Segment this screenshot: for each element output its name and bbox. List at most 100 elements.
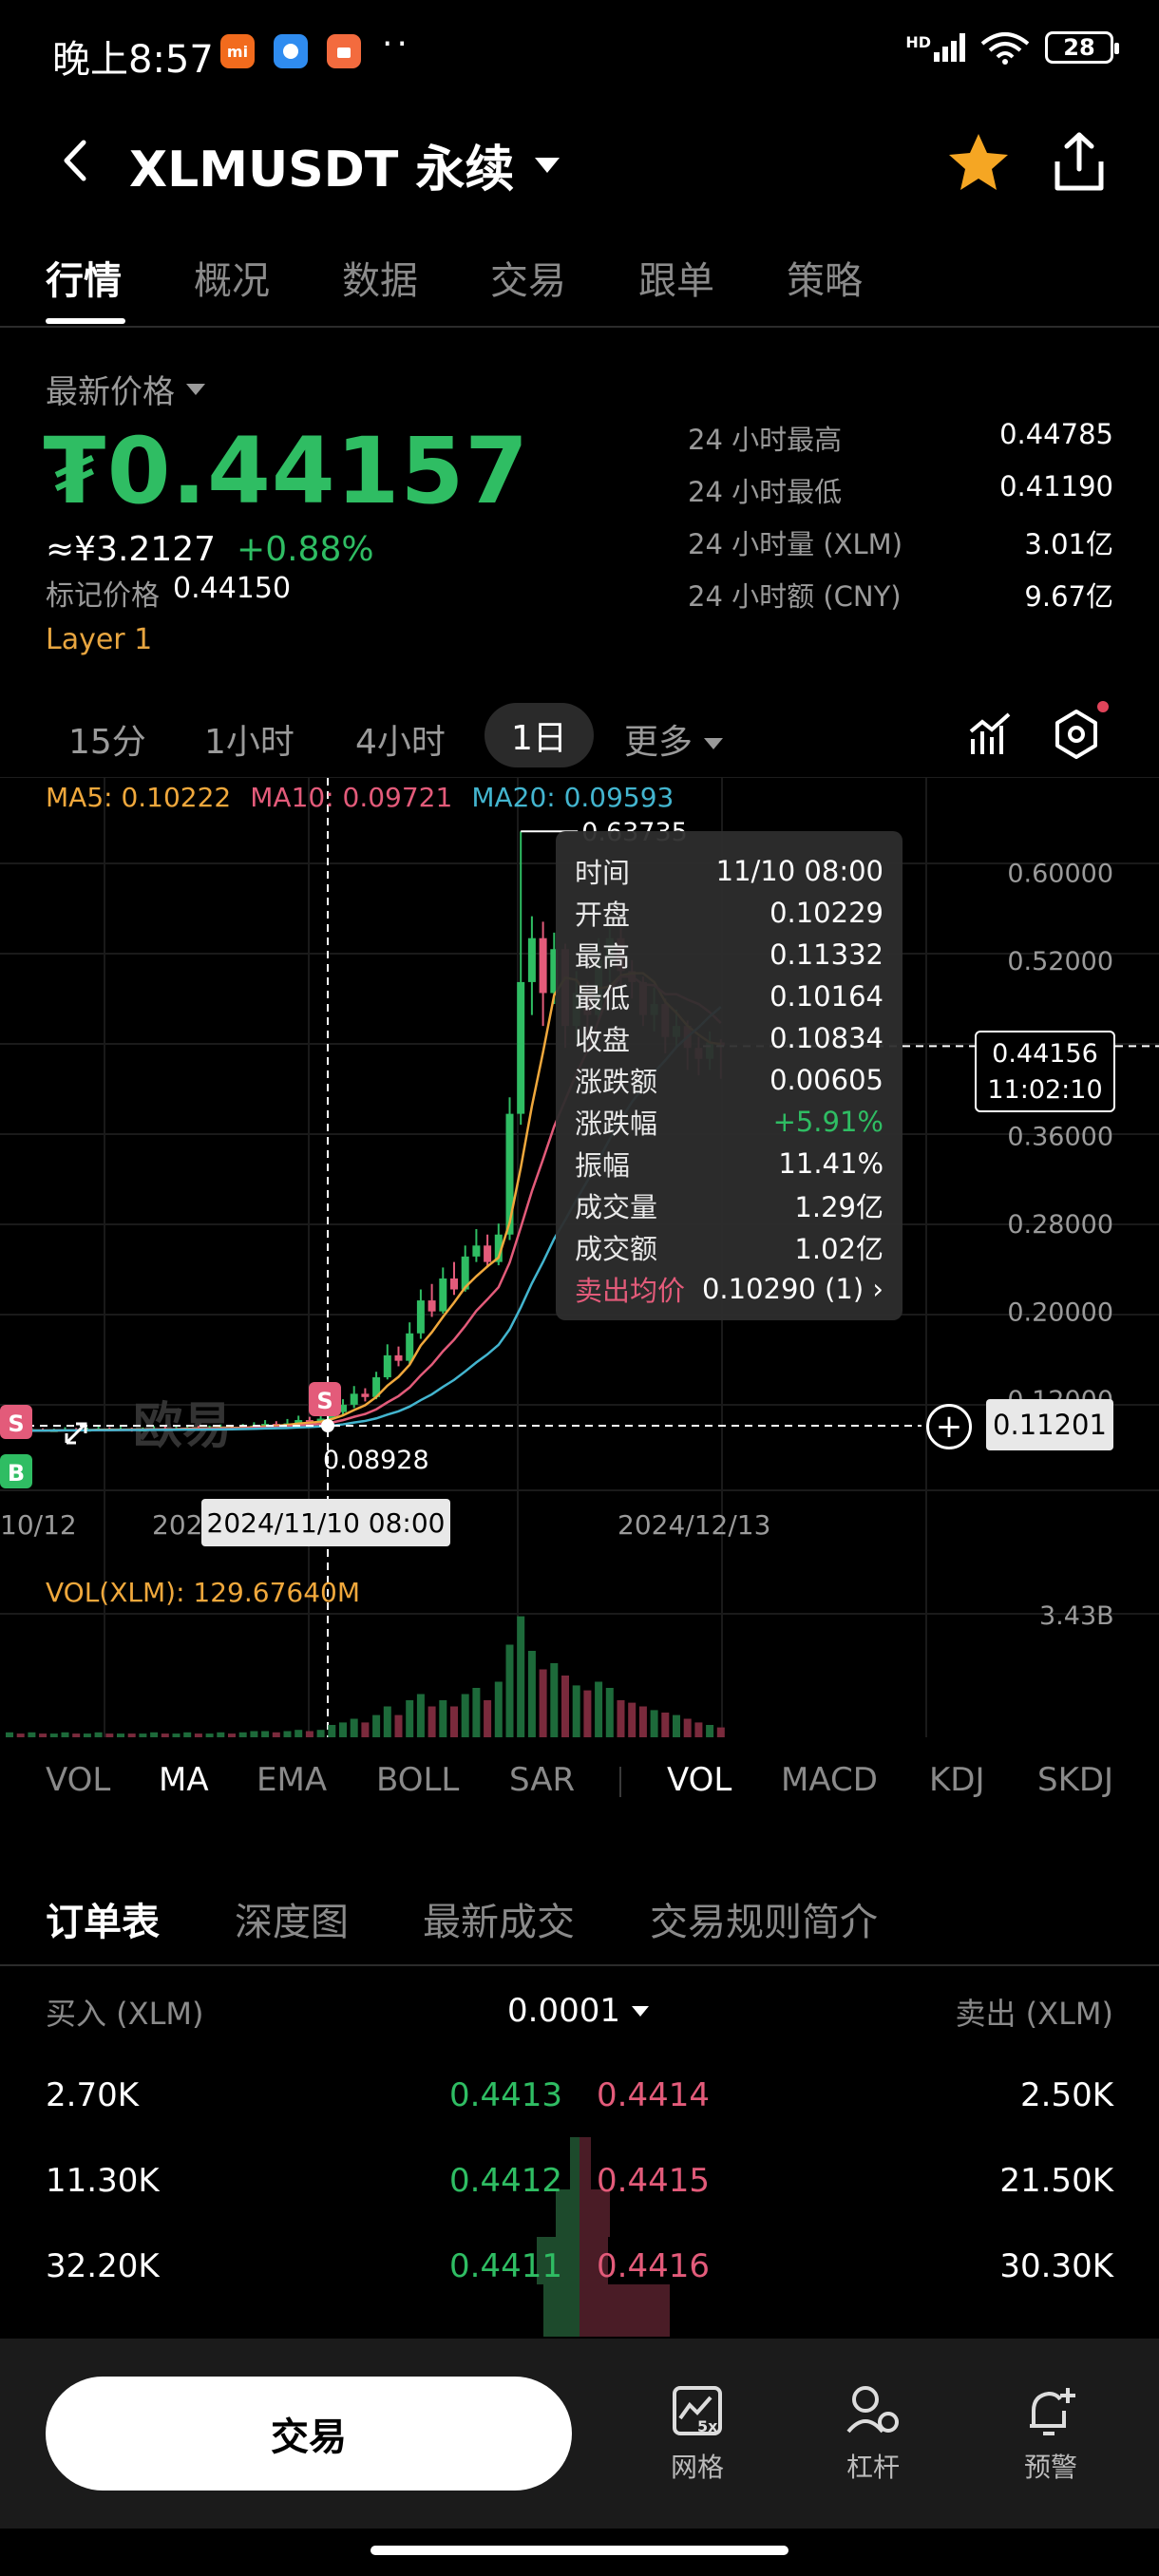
tab-order-book[interactable]: 订单表 xyxy=(46,1901,160,1944)
candle-body xyxy=(484,1245,492,1262)
tooltip-value: 0.00605 xyxy=(770,1064,884,1096)
current-price-box: 0.44156 11:02:10 xyxy=(975,1031,1115,1112)
status-time: 晚上8:57 xyxy=(52,38,214,82)
trade-button[interactable]: 交易 xyxy=(46,2377,572,2491)
book-row[interactable]: 11.30K 0.4412 0.4415 21.50K xyxy=(0,2145,1159,2230)
grid-button[interactable]: 5x 网格 xyxy=(645,2384,750,2485)
tooltip-value: 11.41% xyxy=(778,1147,884,1180)
ask-price: 0.4415 xyxy=(597,2162,710,2200)
precision-selector[interactable]: 0.0001 xyxy=(507,1992,649,2030)
ind-sub-macd[interactable]: MACD xyxy=(781,1761,878,1799)
ind-sub-skdj[interactable]: SKDJ xyxy=(1037,1761,1114,1799)
tooltip-row: 收盘 0.10834 xyxy=(575,1017,884,1059)
tooltip-key: 收盘 xyxy=(575,1024,631,1056)
candle-body xyxy=(527,938,536,982)
tooltip-row: 涨跌额 0.00605 xyxy=(575,1059,884,1101)
volume-bar xyxy=(605,1688,614,1737)
tab-strategy[interactable]: 策略 xyxy=(787,259,863,303)
interval-1d[interactable]: 1日 xyxy=(484,703,594,767)
favorite-star-icon[interactable] xyxy=(945,129,1012,196)
candle-body xyxy=(461,1256,469,1290)
candle-body xyxy=(450,1278,458,1290)
interval-more[interactable]: 更多 xyxy=(624,714,724,764)
candle-body xyxy=(361,1393,370,1397)
candle-body xyxy=(428,1300,436,1312)
volume-bar xyxy=(283,1731,292,1737)
tab-trade[interactable]: 交易 xyxy=(490,259,566,303)
ind-sub-vol[interactable]: VOL xyxy=(667,1761,732,1799)
volume-bar xyxy=(572,1685,580,1737)
book-row[interactable]: 2.70K 0.4413 0.4414 2.50K xyxy=(0,2059,1159,2145)
interval-1h[interactable]: 1小时 xyxy=(204,723,294,762)
chart-indicator-icon[interactable] xyxy=(969,710,1013,758)
volume-bar xyxy=(194,1733,202,1737)
tooltip-row: 成交额 1.02亿 xyxy=(575,1226,884,1268)
tooltip-row[interactable]: 卖出均价 0.10290 (1) › xyxy=(575,1268,884,1310)
tab-latest-trades[interactable]: 最新成交 xyxy=(423,1901,575,1944)
price-type-selector[interactable]: 最新价格 xyxy=(46,366,205,412)
wifi-icon xyxy=(980,32,1030,65)
interval-4h[interactable]: 4小时 xyxy=(355,723,446,762)
volume-bar xyxy=(272,1732,280,1737)
tab-copy[interactable]: 跟单 xyxy=(638,259,714,303)
ind-sub-kdj[interactable]: KDJ xyxy=(929,1761,985,1799)
stat-row: 24 小时量 (XLM) 3.01亿 xyxy=(688,522,1113,575)
candle-body xyxy=(316,1418,325,1422)
ind-main-ma[interactable]: MA xyxy=(159,1761,209,1799)
tab-depth-chart[interactable]: 深度图 xyxy=(235,1901,349,1944)
stat-row: 24 小时最低 0.41190 xyxy=(688,470,1113,522)
interval-more-label: 更多 xyxy=(624,723,694,762)
interval-15m[interactable]: 15分 xyxy=(68,723,146,762)
volume-bar xyxy=(628,1702,636,1737)
leverage-icon xyxy=(846,2386,899,2434)
share-icon[interactable] xyxy=(1050,129,1109,196)
volume-bar xyxy=(83,1733,91,1737)
volume-bar xyxy=(716,1727,725,1737)
volume-bar xyxy=(105,1733,114,1737)
volume-bar xyxy=(561,1676,569,1737)
tab-trading-rules[interactable]: 交易规则简介 xyxy=(650,1901,878,1944)
tooltip-key: 成交量 xyxy=(575,1191,658,1223)
y-tick-label: 0.20000 xyxy=(1007,1298,1113,1328)
volume-bar xyxy=(638,1706,647,1737)
book-row[interactable]: 32.20K 0.4411 0.4416 30.30K xyxy=(0,2230,1159,2316)
ind-main-boll[interactable]: BOLL xyxy=(376,1761,460,1799)
sell-column-label: 卖出 (XLM) xyxy=(955,1996,1113,2032)
volume-bar xyxy=(428,1706,436,1737)
volume-bar xyxy=(517,1616,525,1737)
mark-price-value: 0.44150 xyxy=(173,572,292,605)
candle-body xyxy=(294,1420,303,1424)
indicator-divider xyxy=(619,1767,621,1797)
tab-data[interactable]: 数据 xyxy=(342,259,418,303)
settings-icon[interactable] xyxy=(1053,709,1100,760)
tooltip-value: 0.11332 xyxy=(770,938,884,971)
grid-bot-icon: 5x xyxy=(673,2386,722,2435)
ask-qty: 2.50K xyxy=(1020,2076,1113,2114)
stat-label: 24 小时最高 xyxy=(688,424,843,456)
tooltip-key: 卖出均价 xyxy=(575,1275,686,1307)
candle-body xyxy=(383,1354,391,1377)
tab-overview[interactable]: 概况 xyxy=(194,259,270,303)
alert-button[interactable]: 预警 xyxy=(998,2384,1103,2485)
layer-tag[interactable]: Layer 1 xyxy=(46,623,153,656)
crosshair-dot xyxy=(321,1419,334,1432)
tooltip-value: 1.02亿 xyxy=(794,1233,884,1265)
tab-market[interactable]: 行情 xyxy=(46,259,122,303)
volume-bar xyxy=(416,1694,425,1737)
volume-bar xyxy=(72,1733,81,1737)
volume-bar xyxy=(117,1733,124,1737)
ind-main-sar[interactable]: SAR xyxy=(509,1761,576,1799)
back-arrow-icon[interactable] xyxy=(57,137,95,184)
pair-selector[interactable]: XLMUSDT 永续 xyxy=(129,129,560,200)
home-indicator[interactable] xyxy=(370,2546,788,2555)
ind-main-vol[interactable]: VOL xyxy=(46,1761,111,1799)
tooltip-row: 最低 0.10164 xyxy=(575,975,884,1017)
ind-main-ema[interactable]: EMA xyxy=(256,1761,328,1799)
volume-bar xyxy=(261,1731,270,1737)
add-order-icon[interactable]: + xyxy=(926,1404,972,1449)
volume-bar xyxy=(550,1663,559,1737)
tooltip-key: 最高 xyxy=(575,940,631,973)
leverage-button[interactable]: 杠杆 xyxy=(821,2384,925,2485)
ma5-value: MA5: 0.10222 xyxy=(46,782,232,813)
volume-bar xyxy=(250,1731,258,1737)
